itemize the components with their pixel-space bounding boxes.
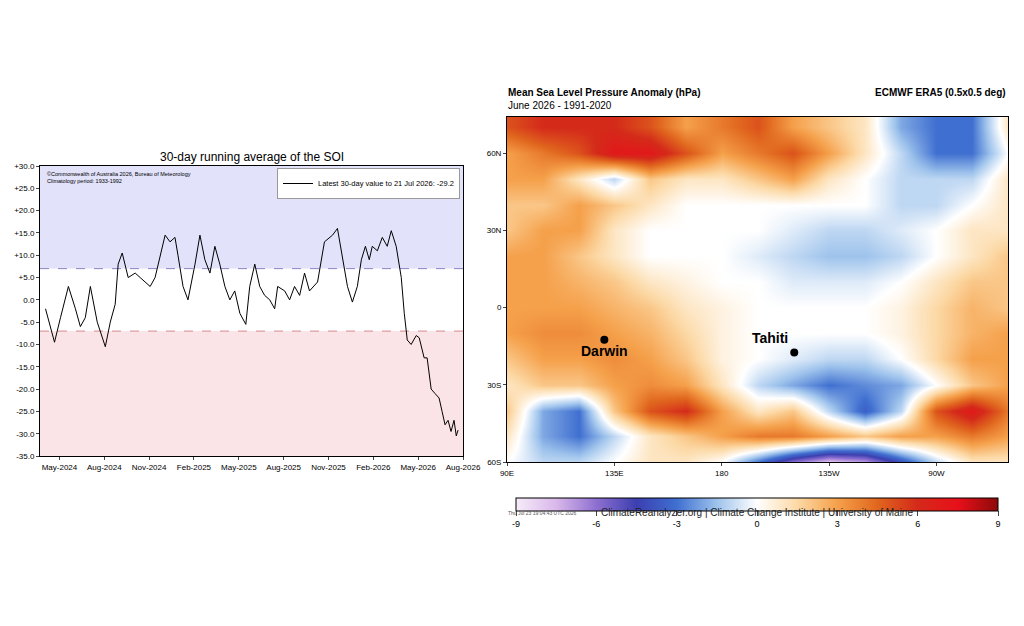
svg-text:60S: 60S <box>487 458 501 467</box>
svg-text:+10.0: +10.0 <box>14 251 35 260</box>
svg-text:60N: 60N <box>487 149 502 158</box>
svg-text:Aug-2024: Aug-2024 <box>87 463 122 472</box>
svg-text:Aug-2025: Aug-2025 <box>266 463 301 472</box>
svg-text:Feb-2025: Feb-2025 <box>177 463 212 472</box>
svg-text:-15.0: -15.0 <box>16 363 35 372</box>
svg-text:Aug-2026: Aug-2026 <box>446 463 481 472</box>
svg-text:Mean Sea Level Pressure Anomal: Mean Sea Level Pressure Anomaly (hPa) <box>508 87 701 98</box>
svg-text:June 2026 - 1991-2020: June 2026 - 1991-2020 <box>508 100 612 111</box>
svg-text:3: 3 <box>835 519 840 529</box>
svg-text:-6: -6 <box>592 519 600 529</box>
svg-text:90E: 90E <box>500 469 514 478</box>
svg-text:May-2026: May-2026 <box>400 463 436 472</box>
svg-text:+25.0: +25.0 <box>14 184 35 193</box>
svg-text:Thu Jul 23 19:04:43 UTC 2026: Thu Jul 23 19:04:43 UTC 2026 <box>508 510 577 516</box>
svg-text:-30.0: -30.0 <box>16 429 35 438</box>
svg-text:0: 0 <box>754 519 759 529</box>
svg-text:-3: -3 <box>673 519 681 529</box>
svg-text:30-day running average of the: 30-day running average of the SOI <box>160 150 344 164</box>
svg-text:-10.0: -10.0 <box>16 340 35 349</box>
svg-text:Climatology period: 1933-1992: Climatology period: 1933-1992 <box>47 178 122 184</box>
svg-text:-20.0: -20.0 <box>16 385 35 394</box>
svg-text:Tahiti: Tahiti <box>752 330 788 346</box>
svg-text:9: 9 <box>995 519 1000 529</box>
svg-text:Latest 30-day value to 21 Jul: Latest 30-day value to 21 Jul 2026: -29.… <box>318 179 454 188</box>
svg-text:135E: 135E <box>605 469 624 478</box>
svg-text:+15.0: +15.0 <box>14 229 35 238</box>
svg-text:Darwin: Darwin <box>581 343 628 359</box>
svg-text:©Commonwealth of Australia 202: ©Commonwealth of Australia 2026, Bureau … <box>47 171 191 177</box>
svg-text:-5.0: -5.0 <box>21 318 35 327</box>
svg-text:30S: 30S <box>487 381 501 390</box>
svg-text:May-2025: May-2025 <box>221 463 257 472</box>
svg-text:180: 180 <box>715 469 729 478</box>
svg-text:6: 6 <box>915 519 920 529</box>
svg-text:+20.0: +20.0 <box>14 206 35 215</box>
svg-text:+30.0: +30.0 <box>14 162 35 171</box>
svg-text:0.0: 0.0 <box>23 296 35 305</box>
svg-text:ECMWF ERA5 (0.5x0.5 deg): ECMWF ERA5 (0.5x0.5 deg) <box>875 87 1006 98</box>
svg-text:-35.0: -35.0 <box>16 452 35 461</box>
svg-text:Nov-2025: Nov-2025 <box>311 463 346 472</box>
svg-text:+5.0: +5.0 <box>19 273 35 282</box>
svg-text:90W: 90W <box>928 469 945 478</box>
svg-text:135W: 135W <box>819 469 840 478</box>
svg-text:Feb-2026: Feb-2026 <box>356 463 391 472</box>
svg-text:0: 0 <box>497 303 502 312</box>
svg-text:ClimateReanalyzer.org | Climat: ClimateReanalyzer.org | Climate Change I… <box>601 507 913 518</box>
svg-text:-9: -9 <box>512 519 520 529</box>
svg-text:30N: 30N <box>487 226 502 235</box>
svg-text:Nov-2024: Nov-2024 <box>132 463 167 472</box>
svg-text:May-2024: May-2024 <box>42 463 78 472</box>
svg-text:-25.0: -25.0 <box>16 407 35 416</box>
